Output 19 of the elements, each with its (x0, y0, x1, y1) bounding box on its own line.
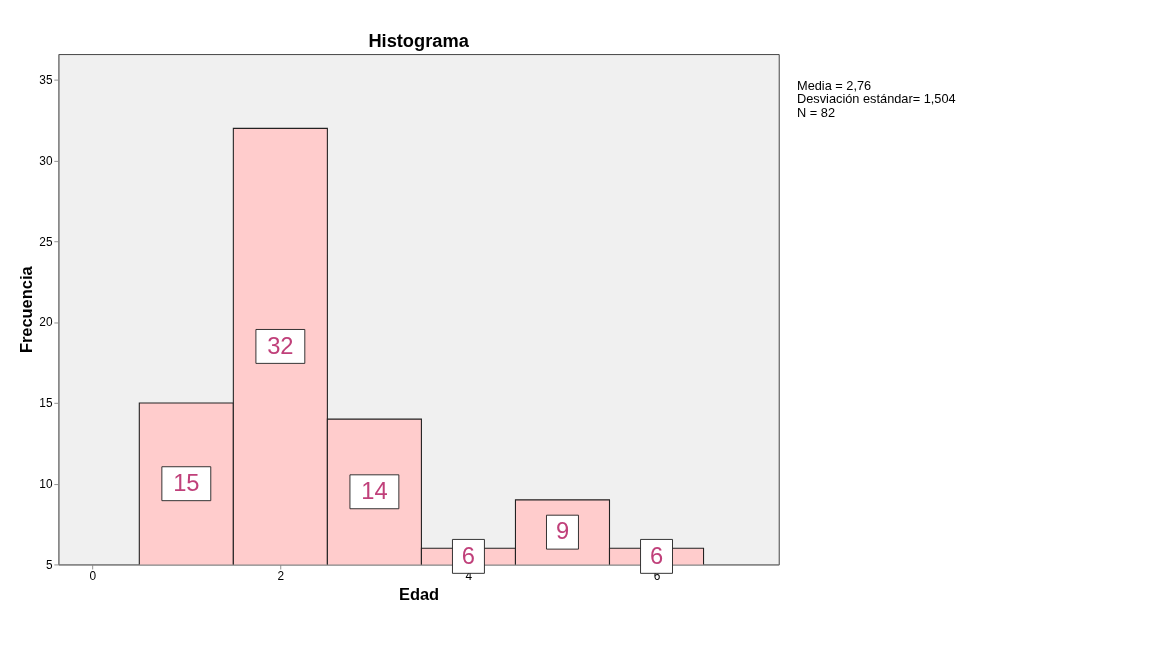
y-tick-label: 30 (39, 153, 53, 168)
data-label: 14 (361, 478, 388, 505)
chart-title: Histograma (368, 29, 470, 51)
y-tick-label: 35 (39, 73, 53, 88)
y-axis-title: Frecuencia (16, 265, 35, 354)
x-tick-label: 2 (277, 569, 285, 584)
text: N = 82 (797, 105, 835, 121)
x-axis-title: Edad (398, 584, 440, 603)
x-tick-label: 0 (89, 569, 97, 584)
data-label: 15 (173, 470, 200, 497)
text: Media = 2,76 (797, 77, 872, 93)
y-tick-label: 15 (39, 396, 53, 411)
y-tick-label: 10 (39, 476, 53, 491)
y-tick-label: 20 (39, 315, 53, 330)
y-tick-label: 5 (45, 557, 53, 572)
text: Desviación estándar= 1,504 (797, 91, 956, 107)
data-label: 9 (555, 518, 570, 545)
y-tick-label: 25 (39, 234, 53, 249)
data-label: 32 (267, 332, 294, 359)
